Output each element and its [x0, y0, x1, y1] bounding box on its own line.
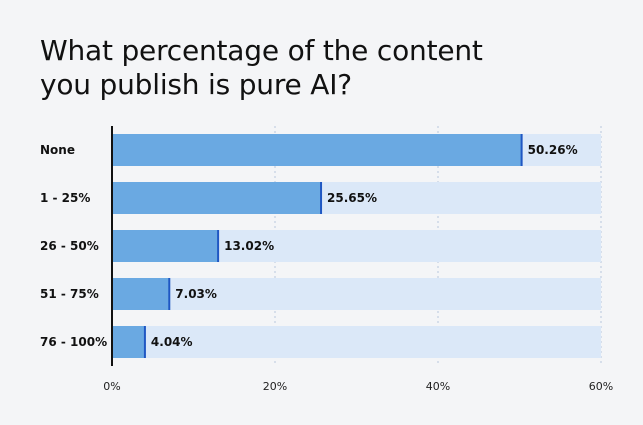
value-label: 25.65%	[327, 191, 377, 205]
value-label: 4.04%	[151, 335, 193, 349]
bar	[112, 230, 219, 262]
labels: 0% 20% 40% 60% None 50.26% 1 - 25% 25.65% 26 - 5…	[40, 143, 613, 393]
bars	[112, 134, 601, 358]
bar	[112, 326, 145, 358]
x-tick-label: 60%	[589, 380, 613, 393]
bar	[112, 182, 322, 214]
category-label: 26 - 50%	[40, 239, 99, 253]
value-label: 7.03%	[175, 287, 217, 301]
chart-title-line-2: you publish is pure AI?	[40, 68, 352, 101]
category-label: 51 - 75%	[40, 287, 99, 301]
bar	[112, 278, 170, 310]
category-label: 76 - 100%	[40, 335, 107, 349]
x-tick-label: 0%	[103, 380, 120, 393]
bar-track	[112, 326, 601, 358]
bar-track	[112, 278, 601, 310]
category-label: None	[40, 143, 75, 157]
value-label: 13.02%	[224, 239, 274, 253]
value-label: 50.26%	[528, 143, 578, 157]
category-label: 1 - 25%	[40, 191, 90, 205]
x-tick-label: 40%	[426, 380, 450, 393]
x-tick-label: 20%	[263, 380, 287, 393]
bar	[112, 134, 522, 166]
chart-title: What percentage of the content you publi…	[40, 34, 600, 102]
chart-title-line-1: What percentage of the content	[40, 34, 483, 67]
